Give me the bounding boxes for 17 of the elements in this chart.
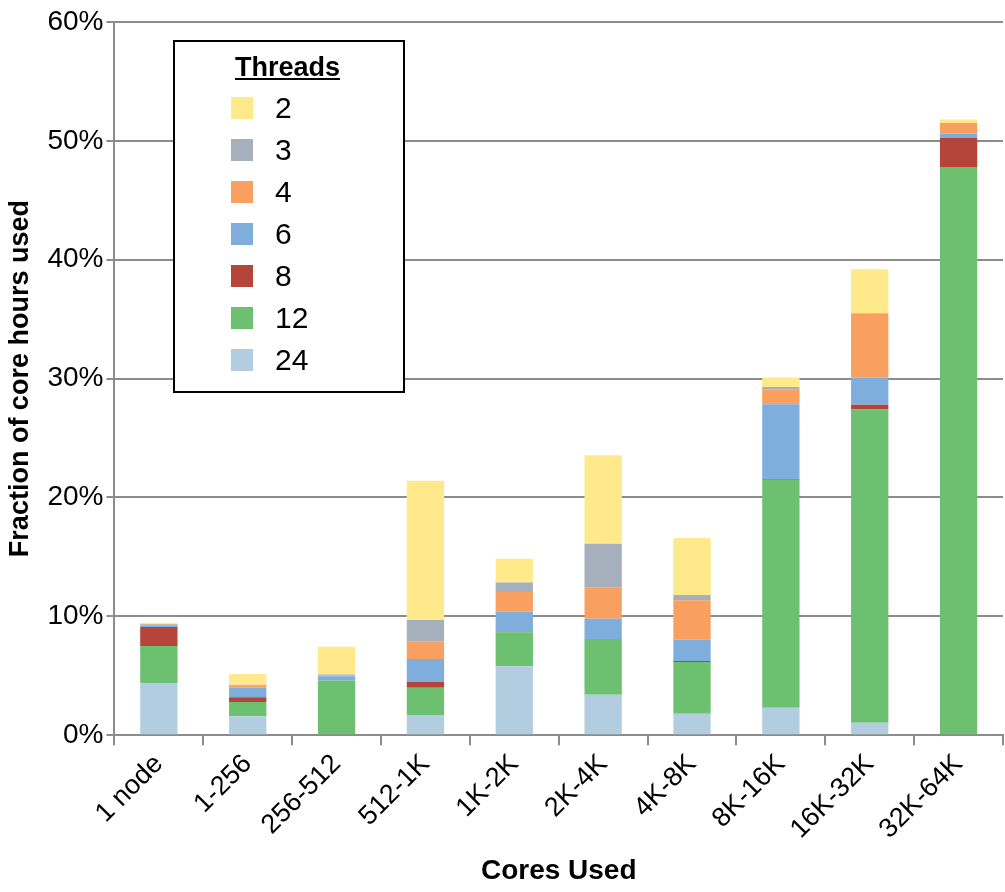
y-tick-label: 60% (47, 4, 104, 36)
y-axis-title: Fraction of core hours used (3, 200, 34, 558)
y-tick-label: 10% (47, 599, 104, 631)
legend-label: 3 (275, 133, 292, 167)
legend-label: 6 (275, 217, 292, 251)
y-tick-label: 20% (47, 480, 104, 512)
y-tick-label: 50% (47, 123, 104, 155)
y-tick-label: 40% (47, 242, 104, 274)
legend-label: 8 (275, 259, 292, 293)
y-tick-label: 30% (47, 361, 104, 393)
legend-label: 2 (275, 91, 292, 125)
legend-label: 24 (275, 343, 309, 377)
legend-label: 12 (275, 301, 309, 335)
legend-label: 4 (275, 175, 292, 209)
legend-title: Threads (235, 52, 342, 83)
x-axis-title: Cores Used (480, 853, 637, 885)
y-tick-label: 0% (62, 717, 104, 749)
